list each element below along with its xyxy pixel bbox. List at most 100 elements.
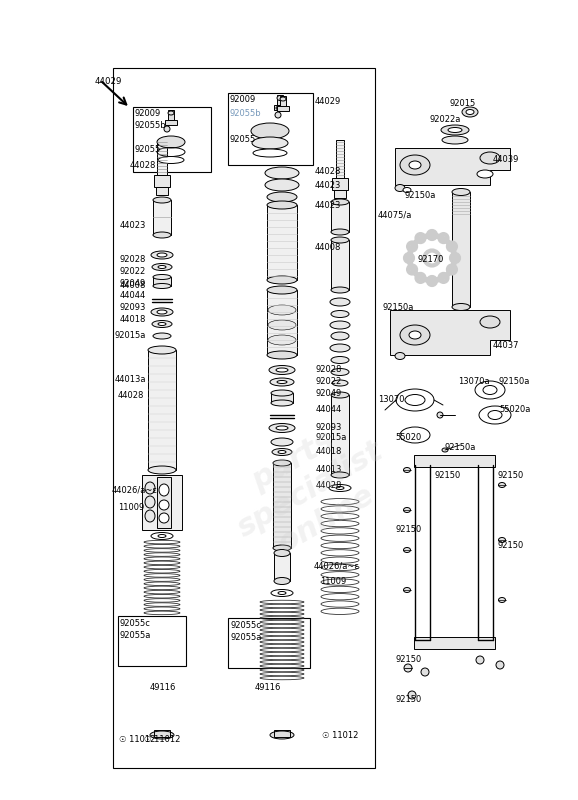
Text: 92150a: 92150a [499,378,531,386]
Ellipse shape [437,412,443,418]
Bar [331,395,349,475]
Text: 92055a: 92055a [120,630,151,639]
Ellipse shape [277,95,283,101]
Ellipse shape [496,661,504,669]
Ellipse shape [148,346,176,354]
Text: 13070: 13070 [378,395,405,405]
Text: 92028: 92028 [120,255,146,265]
Text: 44023: 44023 [120,221,146,230]
Ellipse shape [157,136,185,148]
Text: 44028: 44028 [315,167,342,177]
Ellipse shape [268,320,296,330]
Text: 92093: 92093 [120,303,146,313]
Ellipse shape [409,161,421,169]
Bar [118,616,186,666]
Bar [165,120,177,125]
Ellipse shape [158,534,166,538]
Bar [274,105,286,110]
Ellipse shape [403,507,410,513]
Ellipse shape [151,308,173,316]
Ellipse shape [477,170,493,178]
Ellipse shape [330,344,350,352]
Text: 44028: 44028 [130,161,157,170]
Ellipse shape [278,450,286,454]
Bar [168,110,174,120]
Polygon shape [390,310,510,355]
Ellipse shape [265,167,299,179]
Text: 44039: 44039 [493,155,520,165]
Text: 44013a: 44013a [115,375,146,385]
Text: 92055b: 92055b [135,121,166,130]
Ellipse shape [332,380,348,386]
Ellipse shape [498,598,506,602]
Text: 44028: 44028 [118,390,144,399]
Text: 92028: 92028 [316,366,342,374]
Ellipse shape [331,369,349,375]
Bar [331,202,349,232]
Text: 55020a: 55020a [499,406,531,414]
Ellipse shape [403,467,410,473]
Bar [142,475,182,530]
Ellipse shape [498,482,506,487]
Ellipse shape [151,533,173,539]
Bar [154,175,170,187]
Ellipse shape [395,353,405,359]
Ellipse shape [331,357,349,363]
Ellipse shape [251,123,289,139]
Text: 92150: 92150 [396,526,423,534]
Ellipse shape [330,321,350,329]
Text: 92022: 92022 [120,267,146,277]
Ellipse shape [269,423,295,433]
Ellipse shape [276,106,284,110]
Ellipse shape [442,448,448,452]
Ellipse shape [272,449,292,455]
Text: 55020: 55020 [395,433,421,442]
Ellipse shape [159,484,169,496]
Text: 13070a: 13070a [458,378,490,386]
Text: 44018: 44018 [120,315,146,325]
Bar [154,730,170,737]
Ellipse shape [148,466,176,474]
Text: 44029: 44029 [315,97,341,106]
Ellipse shape [270,731,294,739]
Ellipse shape [336,486,344,490]
Ellipse shape [150,731,174,739]
Ellipse shape [271,400,293,406]
Text: 92150a: 92150a [445,442,476,451]
Bar [274,553,290,581]
Bar [414,637,495,649]
Text: 92015a: 92015a [115,330,146,339]
Bar [331,240,349,290]
Ellipse shape [400,325,430,345]
Ellipse shape [331,237,349,243]
Ellipse shape [462,107,478,117]
Bar [334,190,346,198]
Ellipse shape [145,496,155,508]
Ellipse shape [276,426,288,430]
Ellipse shape [267,192,297,202]
Ellipse shape [498,538,506,542]
Ellipse shape [403,547,410,553]
Ellipse shape [421,668,429,676]
Text: parts
specialist
online: parts specialist online [215,407,405,573]
Ellipse shape [253,149,287,157]
Ellipse shape [153,274,171,279]
Text: 92009: 92009 [230,95,256,105]
Text: 44023: 44023 [315,201,342,210]
Ellipse shape [267,351,297,359]
Text: 92049: 92049 [120,279,146,289]
Text: 92049: 92049 [316,390,342,398]
Ellipse shape [330,298,350,306]
Ellipse shape [158,322,166,326]
Ellipse shape [331,310,349,318]
Ellipse shape [153,283,171,289]
Bar [228,93,313,165]
Ellipse shape [158,266,166,269]
Bar [332,178,348,190]
Bar [153,200,171,235]
Ellipse shape [276,368,288,372]
Text: 92150: 92150 [498,470,524,479]
Bar [157,140,167,175]
Bar [273,463,291,548]
Text: ☉ 11012: ☉ 11012 [119,735,155,745]
